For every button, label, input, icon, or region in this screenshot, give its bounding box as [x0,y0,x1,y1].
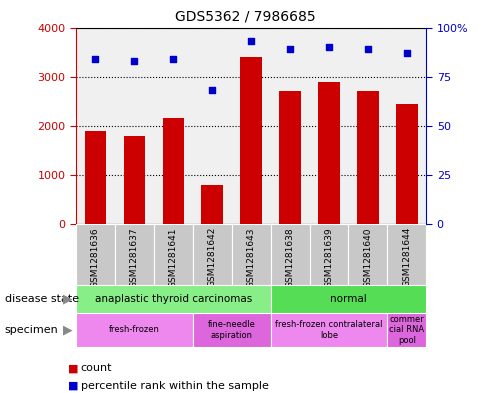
Bar [270,313,388,347]
Bar [310,224,348,285]
Text: fresh-frozen contralateral
lobe: fresh-frozen contralateral lobe [275,320,383,340]
Bar [193,313,270,347]
Point [364,46,372,52]
Bar [270,285,426,313]
Text: GSM1281642: GSM1281642 [208,227,217,287]
Text: ■: ■ [68,363,79,373]
Bar [201,185,223,224]
Point [92,56,99,62]
Text: fine-needle
aspiration: fine-needle aspiration [208,320,256,340]
Text: disease state: disease state [5,294,79,304]
Bar [76,224,115,285]
Bar [123,136,145,224]
Point [403,50,411,56]
Text: ▶: ▶ [63,323,73,336]
Text: fresh-frozen: fresh-frozen [109,325,160,334]
Bar [76,313,193,347]
Bar [318,82,340,224]
Text: ▶: ▶ [63,292,73,306]
Text: percentile rank within the sample: percentile rank within the sample [81,381,269,391]
Bar [193,224,232,285]
Point [208,87,216,94]
Bar [396,104,417,224]
Point [286,46,294,52]
Point [247,38,255,44]
Bar [270,224,310,285]
Bar [388,224,426,285]
Bar [115,224,154,285]
Point [130,58,138,64]
Bar [348,224,388,285]
Text: GSM1281644: GSM1281644 [402,227,411,287]
Text: ■: ■ [68,381,79,391]
Bar [388,313,426,347]
Bar [76,285,270,313]
Bar [154,224,193,285]
Text: GSM1281638: GSM1281638 [286,227,294,288]
Text: count: count [81,363,112,373]
Bar [163,118,184,224]
Text: normal: normal [330,294,367,304]
Text: GSM1281643: GSM1281643 [246,227,256,288]
Text: anaplastic thyroid carcinomas: anaplastic thyroid carcinomas [95,294,252,304]
Bar [279,92,301,224]
Text: commer
cial RNA
pool: commer cial RNA pool [389,315,424,345]
Point [325,44,333,50]
Text: GSM1281636: GSM1281636 [91,227,100,288]
Text: GSM1281640: GSM1281640 [364,227,372,288]
Bar [232,224,270,285]
Text: GDS5362 / 7986685: GDS5362 / 7986685 [175,10,315,24]
Text: specimen: specimen [5,325,59,335]
Point [170,56,177,62]
Text: GSM1281641: GSM1281641 [169,227,178,288]
Bar [357,92,379,224]
Bar [241,57,262,224]
Text: GSM1281639: GSM1281639 [324,227,334,288]
Text: GSM1281637: GSM1281637 [130,227,139,288]
Bar [85,130,106,224]
